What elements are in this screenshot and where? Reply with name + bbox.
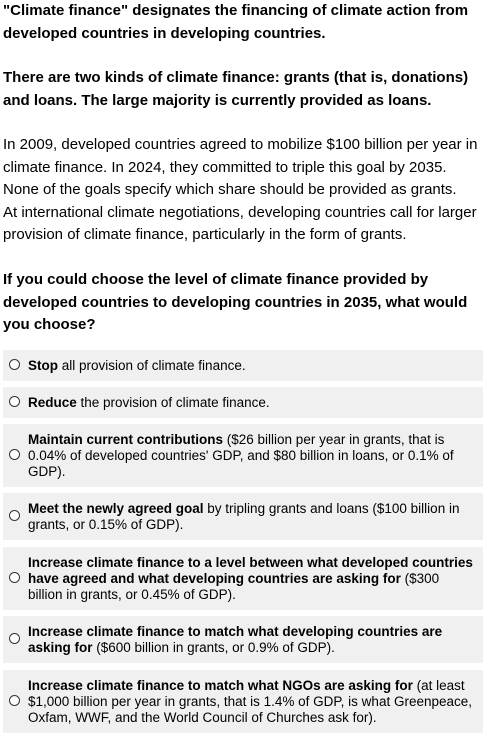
option-label-rest: ($600 billion in grants, or 0.9% of GDP)… — [92, 640, 335, 655]
climate-finance-context: In 2009, developed countries agreed to m… — [3, 134, 483, 247]
option-label: Stop all provision of climate finance. — [28, 358, 473, 374]
question-text: If you could choose the level of climate… — [3, 271, 468, 333]
option-label-rest: the provision of climate finance. — [76, 395, 270, 410]
option-increase-developing[interactable]: Increase climate finance to match what d… — [3, 616, 483, 663]
radio-button-icon[interactable] — [9, 633, 20, 644]
climate-finance-kinds: There are two kinds of climate finance: … — [3, 69, 469, 109]
option-increase-ngos[interactable]: Increase climate finance to match what N… — [3, 670, 483, 733]
option-label-bold: Increase climate finance to a level betw… — [28, 555, 473, 586]
option-maintain[interactable]: Maintain current contributions ($26 bill… — [3, 424, 483, 487]
climate-finance-definition: "Climate finance" designates the financi… — [3, 2, 469, 42]
option-label-bold: Stop — [28, 358, 58, 373]
option-label-rest: (at least $1,000 billion per year in gra… — [28, 678, 473, 725]
radio-button-icon[interactable] — [9, 510, 20, 521]
option-increase-between[interactable]: Increase climate finance to a level betw… — [3, 547, 483, 610]
context-line: None of the goals specify which share sh… — [3, 181, 457, 198]
option-label-bold: Increase climate finance to match what d… — [28, 624, 443, 655]
context-line: climate finance. In 2024, they committed… — [3, 158, 447, 176]
radio-button-icon[interactable] — [9, 359, 20, 370]
radio-button-icon[interactable] — [9, 572, 20, 583]
option-label-rest: by tripling grants and loans ($100 billi… — [28, 501, 460, 532]
context-line: At international climate negotiations, d… — [3, 203, 477, 221]
option-meet-goal[interactable]: Meet the newly agreed goal by tripling g… — [3, 493, 483, 540]
option-label: Reduce the provision of climate finance. — [28, 395, 473, 411]
radio-button-icon[interactable] — [9, 449, 20, 460]
option-label-rest: ($300 billion in grants, or 0.45% of GDP… — [28, 571, 440, 602]
option-label-bold: Maintain current contributions — [28, 432, 224, 447]
context-line: provision of climate finance, particular… — [3, 226, 407, 243]
option-reduce[interactable]: Reduce the provision of climate finance. — [3, 387, 483, 418]
option-label-rest: ($26 billion per year in grants, that is… — [28, 432, 454, 479]
radio-button-icon[interactable] — [9, 695, 20, 706]
option-label-bold: Meet the newly agreed goal — [28, 501, 204, 516]
option-label-bold: Reduce — [28, 395, 77, 410]
option-label: Increase climate finance to match what d… — [28, 624, 473, 656]
option-label-bold: Increase climate finance to match what N… — [28, 678, 413, 693]
option-label: Meet the newly agreed goal by tripling g… — [28, 501, 473, 533]
radio-button-icon[interactable] — [9, 396, 20, 407]
context-line: In 2009, developed countries agreed to m… — [3, 136, 478, 153]
option-label-rest: all provision of climate finance. — [58, 358, 246, 373]
option-stop[interactable]: Stop all provision of climate finance. — [3, 350, 483, 381]
option-label: Maintain current contributions ($26 bill… — [28, 432, 473, 480]
option-label: Increase climate finance to a level betw… — [28, 555, 473, 603]
option-label: Increase climate finance to match what N… — [28, 678, 473, 726]
